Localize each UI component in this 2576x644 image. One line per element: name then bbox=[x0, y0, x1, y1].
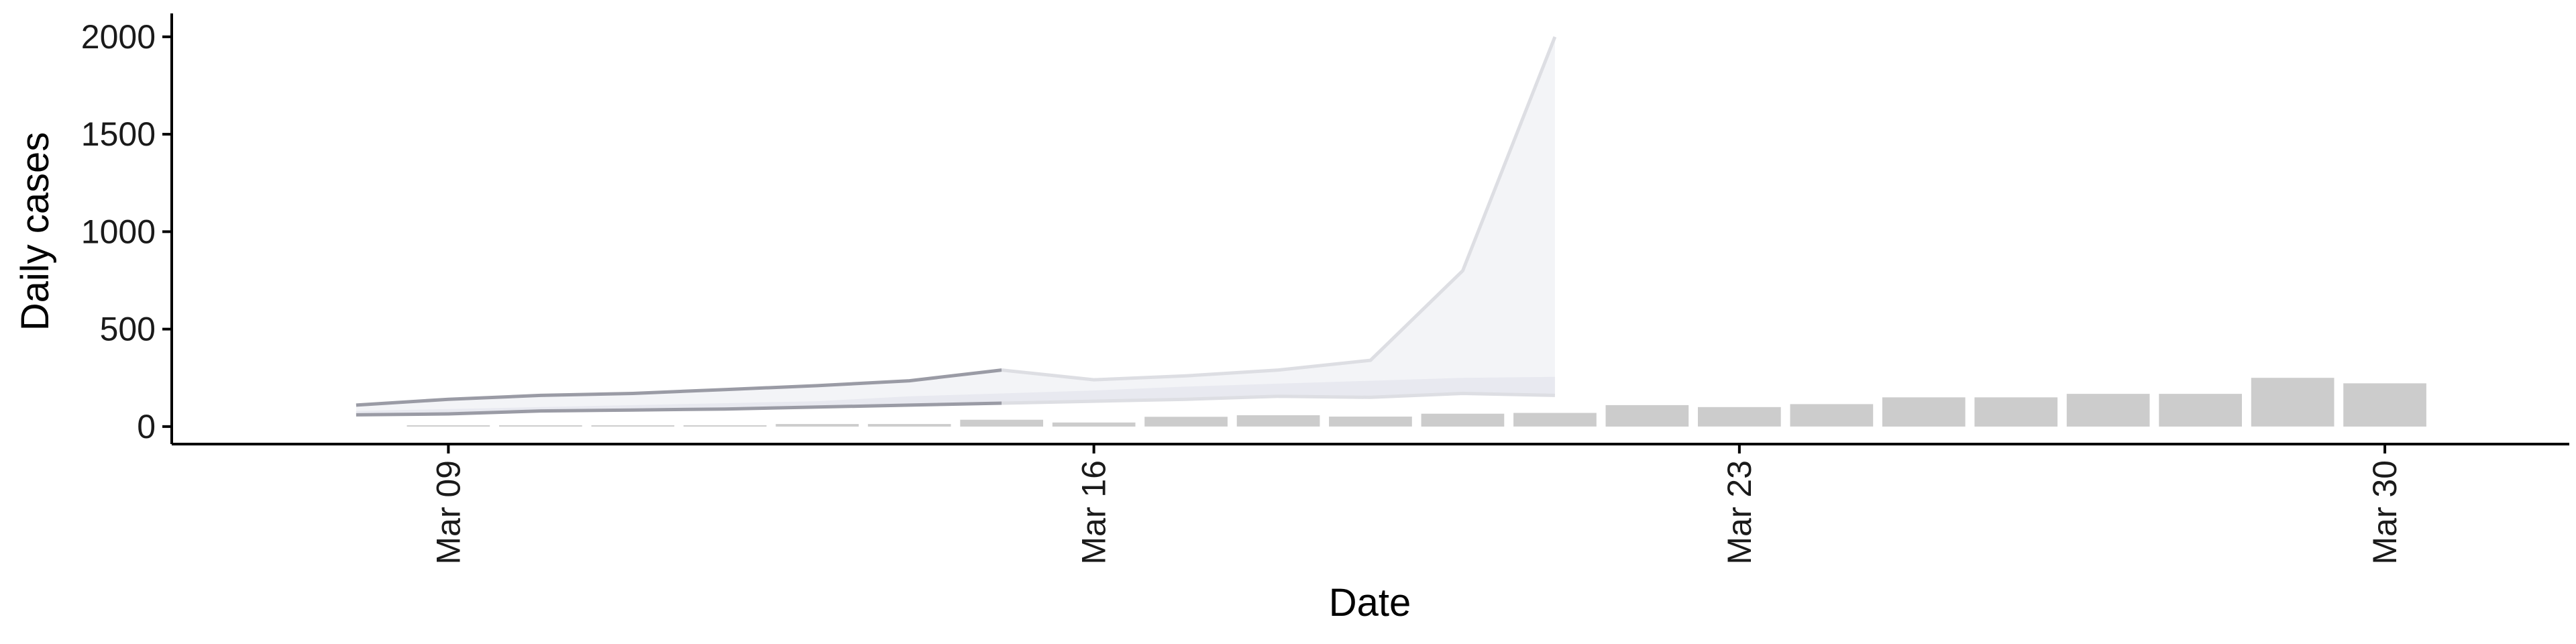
y-tick-label: 1500 bbox=[81, 115, 156, 153]
plot-area bbox=[356, 36, 2426, 427]
x-tick-label: Mar 23 bbox=[1721, 460, 1758, 565]
bar-2020-03-26 bbox=[1974, 397, 2058, 427]
x-tick-label: Mar 30 bbox=[2366, 460, 2404, 565]
x-tick-label: Mar 09 bbox=[429, 460, 467, 565]
bar-2020-03-22 bbox=[1605, 405, 1689, 427]
y-tick-label: 500 bbox=[100, 311, 156, 348]
nowcast-narrow-interval bbox=[356, 376, 1555, 415]
nowcast-ribbons bbox=[356, 36, 1555, 415]
upper-line-late bbox=[1001, 36, 1557, 382]
axes: 0 500 1000 1500 2000 Mar 09 Mar 16 Mar 23 Mar 3… bbox=[81, 13, 2569, 565]
bar-2020-03-27 bbox=[2066, 394, 2150, 427]
bar-2020-03-16 bbox=[1052, 422, 1136, 427]
y-axis-ticks: 0 500 1000 1500 2000 bbox=[81, 18, 172, 445]
x-axis-title: Date bbox=[1329, 581, 1411, 625]
bar-2020-03-14 bbox=[867, 424, 951, 427]
nowcast-lines bbox=[356, 36, 1557, 417]
bar-2020-03-29 bbox=[2251, 378, 2334, 427]
lower-line-late bbox=[1002, 391, 1555, 405]
nowcast-wide-interval bbox=[356, 36, 1555, 415]
bar-2020-03-21 bbox=[1513, 413, 1597, 427]
x-tick-label: Mar 16 bbox=[1075, 460, 1113, 565]
bar-2020-03-30 bbox=[2343, 383, 2426, 427]
bar-2020-03-24 bbox=[1790, 404, 1874, 427]
y-tick-label: 1000 bbox=[81, 213, 156, 250]
bar-2020-03-18 bbox=[1236, 415, 1320, 427]
y-tick-label: 0 bbox=[137, 408, 156, 445]
bar-2020-03-25 bbox=[1882, 397, 1966, 427]
bar-2020-03-12 bbox=[683, 425, 767, 427]
y-tick-label: 2000 bbox=[81, 18, 156, 56]
bar-2020-03-15 bbox=[960, 419, 1043, 427]
y-axis-title: Daily cases bbox=[13, 132, 57, 331]
bar-2020-03-28 bbox=[2159, 394, 2242, 427]
bar-2020-03-11 bbox=[591, 425, 675, 427]
bar-2020-03-20 bbox=[1421, 413, 1505, 427]
bar-2020-03-13 bbox=[775, 424, 859, 427]
lower-line-early bbox=[356, 401, 1002, 417]
bar-2020-03-23 bbox=[1698, 407, 1781, 427]
daily-case-bars bbox=[407, 378, 2426, 427]
x-axis-ticks: Mar 09 Mar 16 Mar 23 Mar 30 bbox=[429, 444, 2404, 565]
bar-2020-03-19 bbox=[1329, 417, 1412, 427]
upper-line-early bbox=[356, 368, 1002, 407]
bar-2020-03-09 bbox=[407, 425, 490, 427]
bar-2020-03-17 bbox=[1144, 417, 1228, 427]
bar-2020-03-10 bbox=[499, 425, 582, 427]
